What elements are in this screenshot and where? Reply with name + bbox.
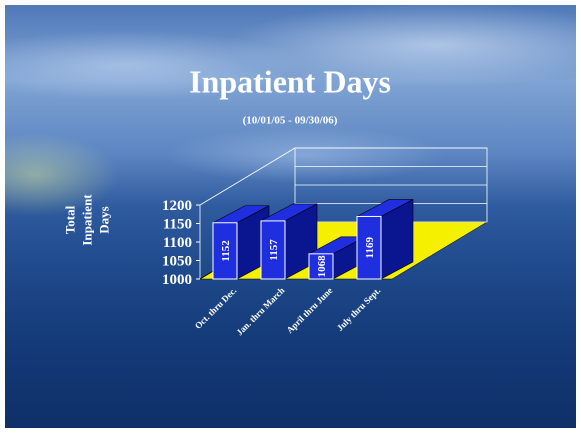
x-label-group: April thru June	[285, 285, 335, 335]
bar	[260, 220, 286, 280]
x-tick-label: Oct. thru Dec.	[193, 285, 239, 331]
x-label-group: July thru Sept.	[335, 285, 383, 333]
y-axis-label: Total Inpatient Days	[62, 194, 112, 246]
y-tick-label: 1100	[163, 235, 192, 251]
x-tick-label: July thru Sept.	[335, 285, 383, 333]
y-tick-label: 1150	[163, 217, 192, 233]
chart-subtitle: (10/01/05 - 09/30/06)	[243, 115, 338, 127]
chart: Inpatient Days (10/01/05 - 09/30/06) 100…	[162, 63, 488, 337]
value-label: 1169	[364, 237, 376, 259]
y-tick-label: 1000	[162, 272, 192, 288]
x-tick-label: Jan. thru March	[234, 285, 286, 337]
value-label-group: 1169	[364, 237, 376, 259]
y-tick-label: 1200	[162, 198, 192, 214]
x-label-group: Jan. thru March	[234, 285, 286, 337]
value-label: 1157	[268, 239, 280, 261]
value-label-group: 1152	[220, 240, 232, 262]
value-label-group: 1157	[268, 239, 280, 261]
x-label-group: Oct. thru Dec.	[193, 285, 239, 331]
x-tick-label: April thru June	[285, 285, 335, 335]
value-label: 1068	[316, 255, 328, 278]
bar	[308, 253, 334, 280]
bar	[356, 215, 382, 280]
value-label-group: 1068	[316, 255, 328, 278]
bar	[212, 222, 238, 280]
y-tick-label: 1050	[162, 254, 192, 270]
chart-title: Inpatient Days	[189, 63, 391, 99]
slide: Inpatient Days (10/01/05 - 09/30/06) 100…	[5, 5, 576, 428]
value-label: 1152	[220, 240, 232, 262]
